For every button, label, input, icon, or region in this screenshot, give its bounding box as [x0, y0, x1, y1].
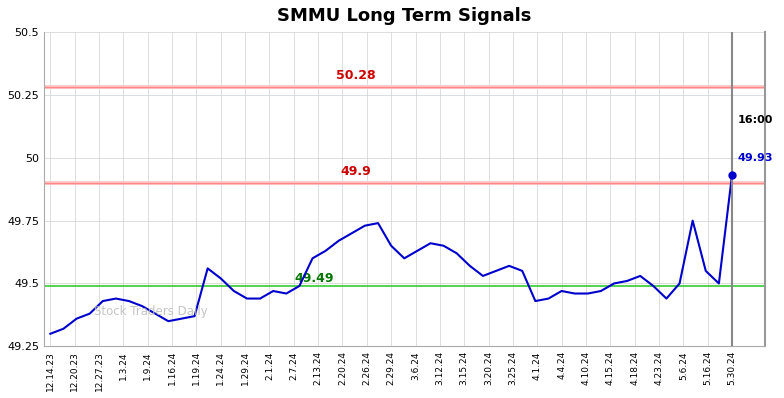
Text: Stock Traders Daily: Stock Traders Daily	[94, 305, 208, 318]
Text: 50.28: 50.28	[336, 69, 376, 82]
Text: 49.49: 49.49	[295, 272, 334, 285]
Text: 49.93: 49.93	[737, 153, 773, 163]
Text: 49.9: 49.9	[341, 165, 372, 178]
Bar	[44, 85, 764, 90]
Bar	[44, 181, 764, 185]
Text: 16:00: 16:00	[737, 115, 772, 125]
Title: SMMU Long Term Signals: SMMU Long Term Signals	[277, 7, 532, 25]
